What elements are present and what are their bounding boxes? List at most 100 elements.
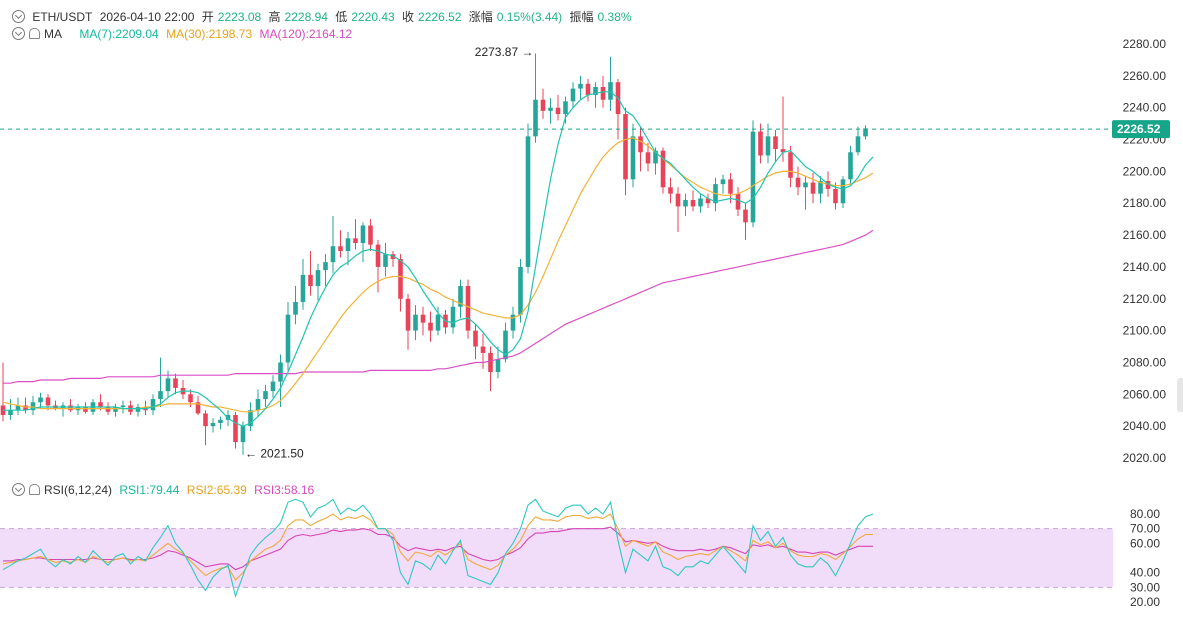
candle-body: [263, 391, 268, 400]
candle-body: [548, 107, 553, 111]
candle-body: [473, 330, 478, 347]
candle-body: [105, 407, 111, 412]
bell-icon[interactable]: [29, 28, 40, 39]
candle-body: [23, 405, 28, 411]
candle-body: [705, 198, 711, 204]
candle-body: [390, 254, 396, 259]
candle-body: [773, 136, 778, 150]
candle-body: [480, 346, 486, 353]
collapse-icon[interactable]: [12, 483, 25, 496]
close-label: 收: [402, 10, 415, 24]
candle-body: [660, 150, 666, 188]
ma-legend: MA MA(7):2209.04 MA(30):2198.73 MA(120):…: [12, 27, 356, 41]
candle-body: [855, 136, 861, 153]
candle-body: [158, 391, 163, 400]
rsi-tick-label: 30.00: [1130, 580, 1160, 594]
candle-body: [368, 225, 373, 245]
symbol: ETH/USDT: [32, 10, 93, 24]
price-tick-label: 2100.00: [1123, 324, 1167, 338]
candle-body: [68, 405, 73, 411]
candle-body: [150, 399, 156, 411]
candle-body: [570, 88, 576, 102]
candle-body: [525, 136, 531, 267]
price-tick-label: 2140.00: [1123, 260, 1167, 274]
panel-resize-handle[interactable]: [1177, 378, 1183, 412]
candle-body: [578, 83, 583, 89]
rsi-band: [0, 528, 1113, 588]
candle-body: [338, 246, 343, 251]
candle-body: [465, 286, 471, 331]
candle-body: [795, 177, 801, 188]
candle-body: [593, 86, 598, 95]
price-tick-label: 2160.00: [1123, 228, 1167, 242]
collapse-icon[interactable]: [12, 10, 25, 23]
rsi-tick-label: 80.00: [1130, 507, 1160, 521]
candle-body: [533, 99, 538, 137]
candle-body: [645, 152, 651, 164]
candle-body: [398, 258, 403, 299]
candle-body: [765, 136, 771, 156]
high-value: 2228.94: [284, 10, 328, 24]
candle-body: [780, 149, 786, 153]
candle-body: [83, 407, 88, 412]
candle-body: [563, 101, 568, 115]
change-label: 涨幅: [468, 10, 493, 24]
candle-body: [503, 330, 508, 360]
candle-body: [848, 152, 853, 180]
amplitude-value: 0.38%: [597, 10, 632, 24]
price-tick-label: 2280.00: [1123, 37, 1167, 51]
candles[interactable]: [0, 53, 868, 455]
candle-body: [188, 394, 193, 403]
bell-icon[interactable]: [29, 484, 40, 495]
ma30-value: MA(30):2198.73: [166, 27, 253, 41]
ma120-value: MA(120):2164.12: [259, 27, 353, 41]
candle-body: [825, 180, 831, 189]
candle-body: [750, 131, 756, 223]
candle-body: [555, 107, 561, 115]
candle-body: [833, 188, 838, 204]
candle-body: [8, 410, 13, 416]
candle-body: [360, 225, 366, 244]
candle-body: [210, 422, 216, 427]
rsi-tick-label: 70.00: [1130, 522, 1160, 536]
ma-label: MA: [44, 27, 62, 41]
candle-body: [218, 419, 223, 423]
candle-body: [458, 286, 463, 307]
candle-body: [308, 274, 313, 287]
rsi-tick-label: 40.00: [1130, 566, 1160, 580]
candle-body: [623, 114, 628, 180]
candle-body: [743, 209, 748, 223]
change-value: 0.15%(3.44): [496, 10, 563, 24]
candle-body: [488, 352, 493, 373]
candle-body: [413, 314, 418, 331]
candle-body: [420, 314, 426, 323]
candle-body: [728, 179, 733, 194]
rsi-lines: [2, 498, 874, 598]
max-price-marker: 2273.87 →: [475, 45, 534, 59]
price-tick-label: 2120.00: [1123, 292, 1167, 306]
price-tick-label: 2200.00: [1123, 164, 1167, 178]
candle-body: [195, 402, 201, 414]
price-axis: 2280.002260.002240.002220.002200.002180.…: [1123, 37, 1167, 465]
candle-body: [113, 407, 118, 412]
candle-body: [840, 179, 846, 204]
candle-body: [735, 193, 741, 210]
last-price-tag: 2226.52: [1112, 120, 1170, 139]
candle-body: [315, 270, 321, 287]
candle-body: [495, 359, 501, 373]
candle-body: [383, 254, 388, 267]
min-price-marker: ← 2021.50: [245, 447, 304, 461]
candle-body: [818, 180, 823, 194]
candle-body: [428, 322, 433, 331]
candle-body: [720, 179, 726, 185]
candle-body: [135, 407, 141, 412]
collapse-icon[interactable]: [12, 27, 25, 40]
rsi-legend: RSI(6,12,24) RSI1:79.44 RSI2:65.39 RSI3:…: [12, 483, 318, 497]
last-price-value: 2226.52: [1117, 122, 1161, 136]
high-label: 高: [268, 10, 281, 24]
price-tick-label: 2080.00: [1123, 355, 1167, 369]
rsi-label: RSI(6,12,24): [44, 483, 113, 497]
rsi-tick-label: 20.00: [1130, 595, 1160, 609]
